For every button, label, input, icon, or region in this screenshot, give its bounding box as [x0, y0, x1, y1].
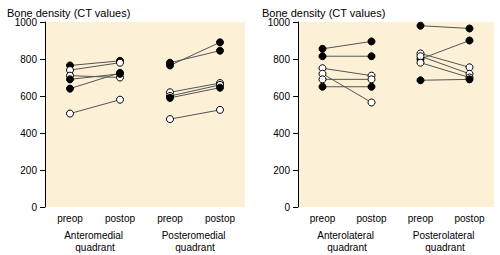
svg-text:quadrant: quadrant [425, 242, 465, 253]
svg-text:preop: preop [57, 213, 83, 224]
svg-text:quadrant: quadrant [75, 242, 115, 253]
svg-text:Bone density (CT values): Bone density (CT values) [7, 7, 130, 19]
svg-text:preop: preop [157, 213, 183, 224]
svg-text:quadrant: quadrant [327, 242, 367, 253]
svg-text:Posteromedial: Posteromedial [162, 230, 229, 241]
svg-text:400: 400 [20, 128, 37, 139]
svg-text:200: 200 [273, 165, 290, 176]
svg-text:preop: preop [408, 213, 434, 224]
svg-text:600: 600 [20, 91, 37, 102]
svg-text:Anterolateral: Anterolateral [317, 230, 376, 241]
svg-text:Anteromedial: Anteromedial [64, 230, 126, 241]
svg-text:preop: preop [310, 213, 336, 224]
svg-text:600: 600 [273, 91, 290, 102]
svg-text:Posterolateral: Posterolateral [413, 230, 477, 241]
svg-text:postop: postop [356, 213, 386, 224]
svg-text:800: 800 [20, 54, 37, 65]
svg-text:quadrant: quadrant [175, 242, 215, 253]
svg-text:200: 200 [20, 165, 37, 176]
svg-text:1000: 1000 [14, 16, 37, 28]
svg-text:0: 0 [284, 202, 290, 213]
svg-text:postop: postop [205, 213, 235, 224]
svg-text:postop: postop [105, 213, 135, 224]
svg-text:0: 0 [31, 202, 37, 213]
svg-text:400: 400 [273, 128, 290, 139]
svg-text:800: 800 [273, 54, 290, 65]
svg-text:postop: postop [454, 213, 484, 224]
svg-text:1000: 1000 [267, 16, 290, 28]
svg-text:Bone density (CT values): Bone density (CT values) [262, 7, 385, 19]
